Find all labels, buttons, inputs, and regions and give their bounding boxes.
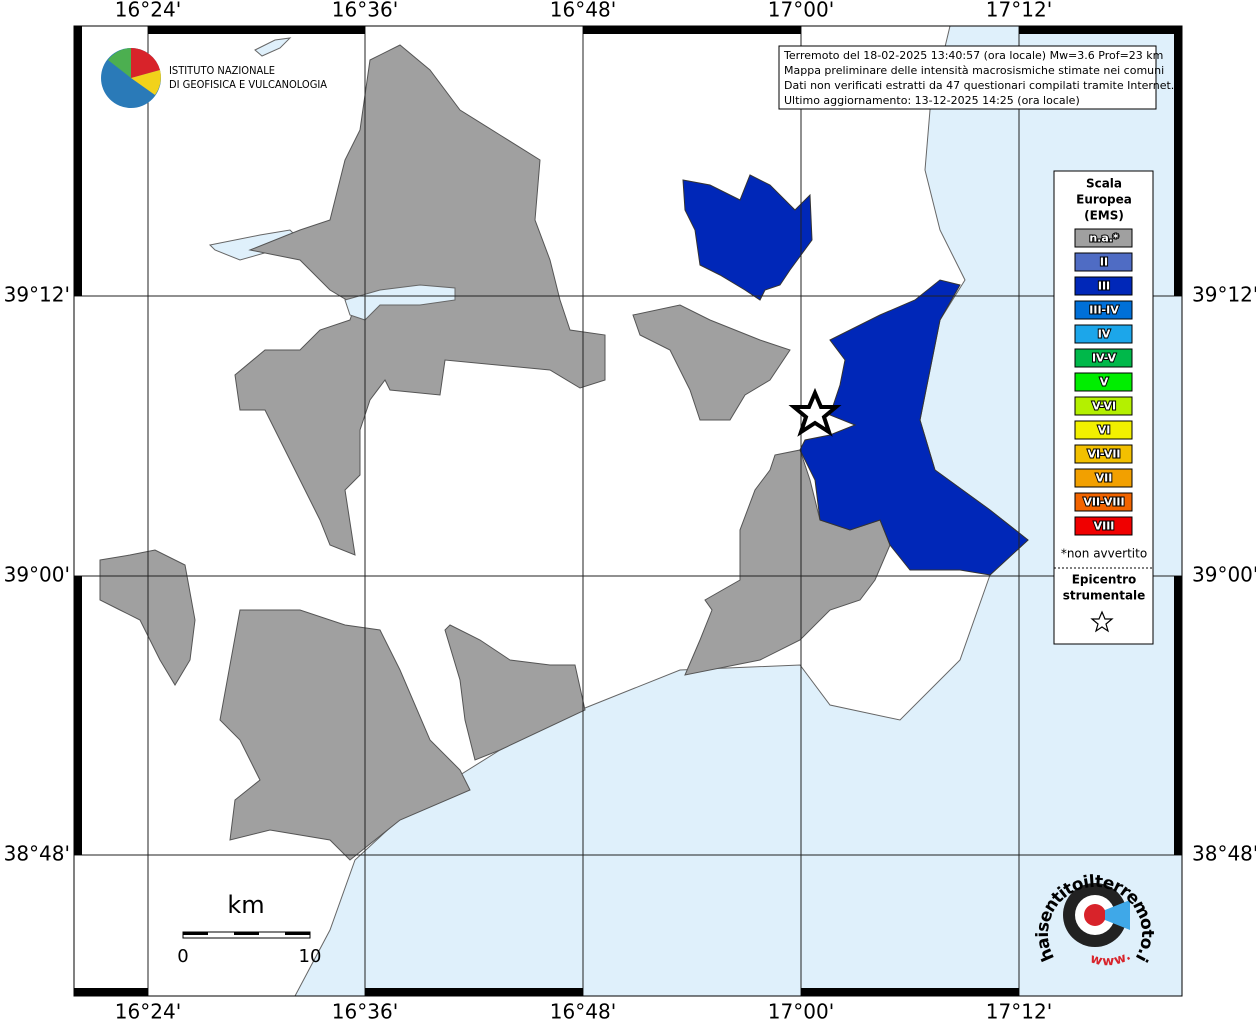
legend-epicenter: strumentale — [1063, 589, 1146, 603]
frame-bar — [148, 26, 365, 34]
legend-label: III — [1098, 280, 1110, 293]
logo-segment — [131, 70, 161, 95]
epicenter-star — [788, 387, 842, 437]
lon-label: 16°36' — [332, 1000, 398, 1024]
legend-epicenter: Epicentro — [1072, 573, 1137, 587]
frame-bar — [583, 26, 801, 34]
scale-label: 10 — [299, 946, 322, 967]
legend-label: IV — [1098, 328, 1111, 341]
municipality — [799, 279, 1029, 576]
scale-segment — [183, 932, 208, 935]
frame-bar — [801, 988, 1019, 996]
legend-swatch — [1074, 324, 1133, 344]
lake — [254, 37, 292, 57]
legend-label: II — [1100, 256, 1108, 269]
legend-title: Scala — [1086, 177, 1122, 191]
legend-swatch — [1074, 420, 1133, 440]
lat-label: 38°48' — [4, 842, 70, 866]
legend-swatch — [1074, 372, 1133, 392]
scale-unit: km — [227, 891, 264, 919]
municipality — [632, 304, 791, 421]
legend-label: IV-V — [1092, 352, 1117, 365]
lon-label: 17°12' — [986, 1000, 1052, 1024]
legend-label: VIII — [1094, 520, 1115, 533]
legend-swatch — [1074, 468, 1133, 488]
ingv-logo: ISTITUTO NAZIONALE DI GEOFISICA E VULCAN… — [101, 47, 327, 108]
legend-swatch — [1074, 516, 1133, 536]
legend-swatch — [1074, 492, 1133, 512]
scale-segment — [234, 932, 259, 935]
lon-label: 17°00' — [768, 1000, 834, 1024]
info-text: Terremoto del 18-02-2025 13:40:57 (ora l… — [783, 49, 1174, 107]
info-line: Dati non verificati estratti da 47 quest… — [784, 79, 1174, 92]
frame-bar — [74, 576, 82, 855]
frame-bar — [74, 26, 82, 296]
frame-bar — [1174, 26, 1182, 296]
legend-content: ScalaEuropea(EMS)n.a.*IIIIIIII-IVIVIV-VV… — [1061, 177, 1147, 603]
legend-label: VII-VIII — [1083, 496, 1124, 509]
lat-label: 39°12' — [1192, 283, 1256, 307]
info-line: Mappa preliminare delle intensità macros… — [784, 64, 1164, 77]
legend-label: VI-VII — [1087, 448, 1120, 461]
frame-bar — [1019, 26, 1182, 34]
lon-label: 17°12' — [986, 0, 1052, 22]
legend-star — [1090, 610, 1114, 633]
legend-note: *non avvertito — [1061, 547, 1147, 561]
legend-swatch — [1074, 444, 1133, 464]
legend-label: V — [1100, 376, 1109, 389]
logo-text: DI GEOFISICA E VULCANOLOGIA — [169, 78, 327, 91]
badge-www: www. — [1089, 948, 1133, 969]
logo-segment — [108, 48, 131, 78]
legend-swatch — [1074, 252, 1133, 272]
scale-segment — [285, 932, 310, 935]
info-line: Terremoto del 18-02-2025 13:40:57 (ora l… — [783, 49, 1163, 62]
legend-swatch — [1074, 396, 1133, 416]
legend-swatch — [1074, 348, 1133, 368]
legend-swatch — [1074, 276, 1133, 296]
lon-label: 16°48' — [550, 0, 616, 22]
legend-label: III-IV — [1089, 304, 1119, 317]
logo-segment — [131, 47, 160, 78]
lat-label: 39°00' — [1192, 563, 1256, 587]
municipality — [682, 174, 813, 301]
badge-horn — [1105, 900, 1130, 930]
municipality — [219, 609, 471, 861]
lon-label: 16°48' — [550, 1000, 616, 1024]
graticule — [73, 25, 1183, 997]
lon-label: 16°36' — [332, 0, 398, 22]
logo-text: ISTITUTO NAZIONALE — [169, 64, 275, 77]
lon-label: 17°00' — [768, 0, 834, 22]
legend-title: Europea — [1076, 193, 1132, 207]
frame-bar — [365, 988, 583, 996]
lon-label: 16°24' — [115, 1000, 181, 1024]
frame-bar — [74, 988, 148, 996]
lat-label: 39°00' — [4, 563, 70, 587]
legend-label: n.a.* — [1089, 232, 1119, 245]
badge-www-path: www. — [1089, 948, 1133, 969]
municipality — [444, 624, 586, 761]
frame-bar — [1174, 576, 1182, 855]
info-box — [778, 45, 1157, 110]
legend-title: (EMS) — [1084, 209, 1124, 223]
lat-label: 38°48' — [1192, 842, 1256, 866]
lon-label: 16°24' — [115, 0, 181, 22]
legend-swatch — [1074, 228, 1133, 248]
legend-label: V-VI — [1092, 400, 1116, 413]
badge-core — [1084, 904, 1106, 926]
info-line: Ultimo aggiornamento: 13-12-2025 14:25 (… — [784, 94, 1080, 107]
legend-swatch — [1074, 300, 1133, 320]
legend-label: VI — [1098, 424, 1111, 437]
scale-label: 0 — [177, 946, 188, 967]
lat-label: 39°12' — [4, 283, 70, 307]
sea — [294, 25, 1183, 997]
scale-bar: km 0 10 — [177, 891, 321, 967]
lake — [344, 284, 456, 321]
legend-label: VII — [1096, 472, 1113, 485]
